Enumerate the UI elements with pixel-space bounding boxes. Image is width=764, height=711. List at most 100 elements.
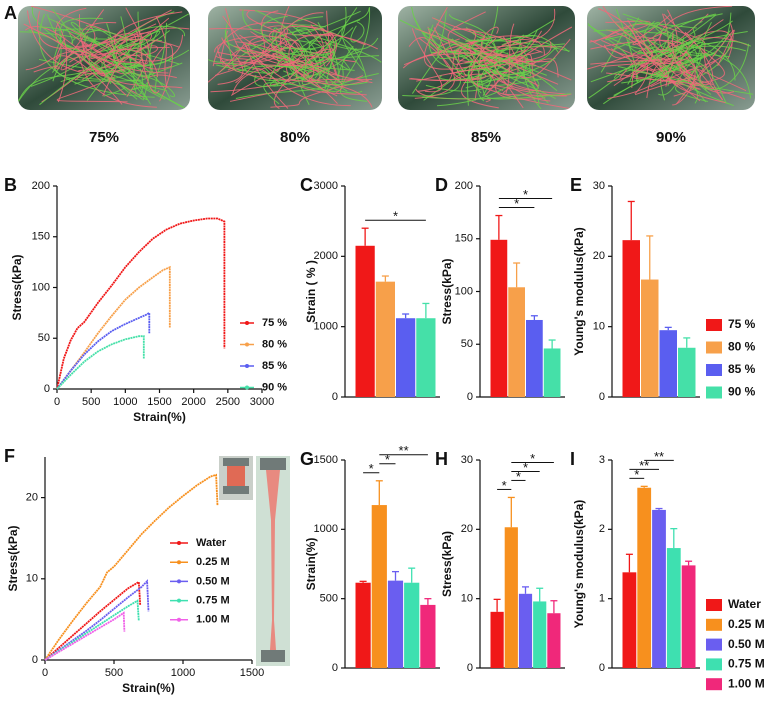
legend-label: 0.75 M — [728, 657, 764, 671]
panel-label: C — [300, 175, 313, 195]
legend-label: 75 % — [728, 317, 756, 331]
gel-strand — [102, 56, 172, 97]
bar — [659, 330, 677, 397]
legend-marker — [245, 385, 249, 390]
gel-strand — [252, 67, 351, 107]
x-tick-label: 2000 — [181, 396, 205, 408]
gel-strand — [224, 30, 312, 72]
bar — [490, 611, 504, 668]
gel-strand — [659, 6, 733, 51]
bar — [547, 613, 561, 668]
significance-label: * — [393, 209, 398, 224]
gel-strand — [232, 24, 324, 95]
y-tick-label: 30 — [461, 454, 473, 466]
gel-strand — [110, 45, 159, 56]
y-tick-label: 10 — [26, 573, 38, 585]
significance-label: * — [514, 196, 519, 211]
gel-strand — [269, 51, 360, 87]
gel-strand — [621, 30, 731, 84]
gel-strand — [52, 17, 104, 73]
y-tick-label: 20 — [461, 523, 473, 535]
gel-strands — [399, 6, 575, 110]
legend-swatch — [706, 364, 722, 376]
gel-strand — [449, 41, 552, 75]
bar — [518, 593, 533, 668]
y-tick-label: 1000 — [314, 321, 338, 333]
gel-strand — [275, 24, 363, 94]
legend-marker — [245, 364, 249, 368]
gel-strand — [658, 61, 727, 104]
gel-strand — [673, 19, 724, 97]
curve — [44, 611, 126, 661]
y-tick-label: 200 — [455, 180, 473, 192]
y-tick-label: 0 — [599, 662, 605, 674]
gel-strand — [263, 82, 338, 105]
legend-marker — [177, 579, 181, 584]
y-axis-title: Young's modulus(kPa) — [572, 227, 586, 356]
gel-strands — [587, 6, 754, 107]
gel-strand — [105, 62, 141, 73]
gel-strand — [217, 46, 373, 108]
bar — [543, 348, 561, 397]
bar — [355, 582, 371, 668]
gel-strand — [495, 26, 573, 100]
legend-label: 75 % — [262, 317, 287, 329]
panel-label: F — [4, 446, 15, 466]
gel-strand — [684, 31, 716, 86]
legend-marker — [177, 541, 181, 545]
y-tick-label: 3 — [599, 454, 605, 466]
legend-label: 85 % — [728, 362, 756, 376]
y-tick-label: 100 — [32, 281, 50, 293]
x-tick-label: 1000 — [171, 667, 195, 679]
legend-label: 80 % — [262, 338, 287, 350]
inset-clamp — [260, 458, 286, 470]
gel-strand — [411, 28, 443, 93]
legend-swatch — [706, 341, 722, 354]
curve — [56, 311, 151, 390]
gel-strand — [296, 26, 325, 85]
y-tick-label: 1500 — [314, 454, 338, 466]
y-tick-label: 150 — [455, 233, 473, 245]
legend-label: 1.00 M — [196, 614, 230, 626]
gel-strand — [56, 53, 123, 105]
gel-strand — [80, 22, 169, 74]
gel-strand — [484, 54, 572, 102]
gel-strand — [130, 65, 152, 91]
curve — [56, 217, 226, 390]
legend-swatch — [706, 618, 722, 631]
y-tick-label: 0 — [332, 391, 338, 403]
y-axis-title: Strain(%) — [304, 538, 318, 591]
significance-label: * — [385, 452, 390, 467]
gel-strand — [18, 56, 103, 103]
legend-label: 0.75 M — [196, 595, 230, 607]
legend-label: 0.25 M — [196, 556, 230, 568]
legend-swatch — [706, 386, 722, 399]
y-axis-title: Young's modulus(kPa) — [572, 500, 586, 629]
x-tick-label: 0 — [54, 396, 60, 408]
gel-strand — [225, 8, 294, 54]
legend-marker — [177, 617, 181, 622]
gel-strand — [439, 29, 538, 81]
x-axis-title: Strain(%) — [133, 410, 186, 424]
panel-label: A — [4, 3, 17, 23]
photo-caption: 80% — [280, 129, 310, 146]
gel-strand — [268, 51, 351, 82]
legend-swatch — [706, 319, 722, 331]
legend-marker — [245, 321, 249, 325]
gel-strand — [617, 35, 670, 79]
y-tick-label: 10 — [593, 321, 605, 333]
bar — [396, 318, 416, 397]
gel-strand — [222, 15, 367, 96]
gel-strands — [208, 6, 382, 109]
y-tick-label: 50 — [38, 332, 50, 344]
gel-strand — [306, 61, 373, 82]
bar — [666, 548, 681, 668]
legend-label: 0.50 M — [196, 575, 230, 587]
gel-strand — [154, 22, 168, 93]
gel-strand — [433, 17, 570, 62]
y-tick-label: 10 — [461, 593, 473, 605]
gel-strand — [477, 46, 532, 102]
bar — [420, 604, 436, 668]
legend-label: 90 % — [728, 385, 756, 399]
gel-strand — [70, 21, 101, 46]
